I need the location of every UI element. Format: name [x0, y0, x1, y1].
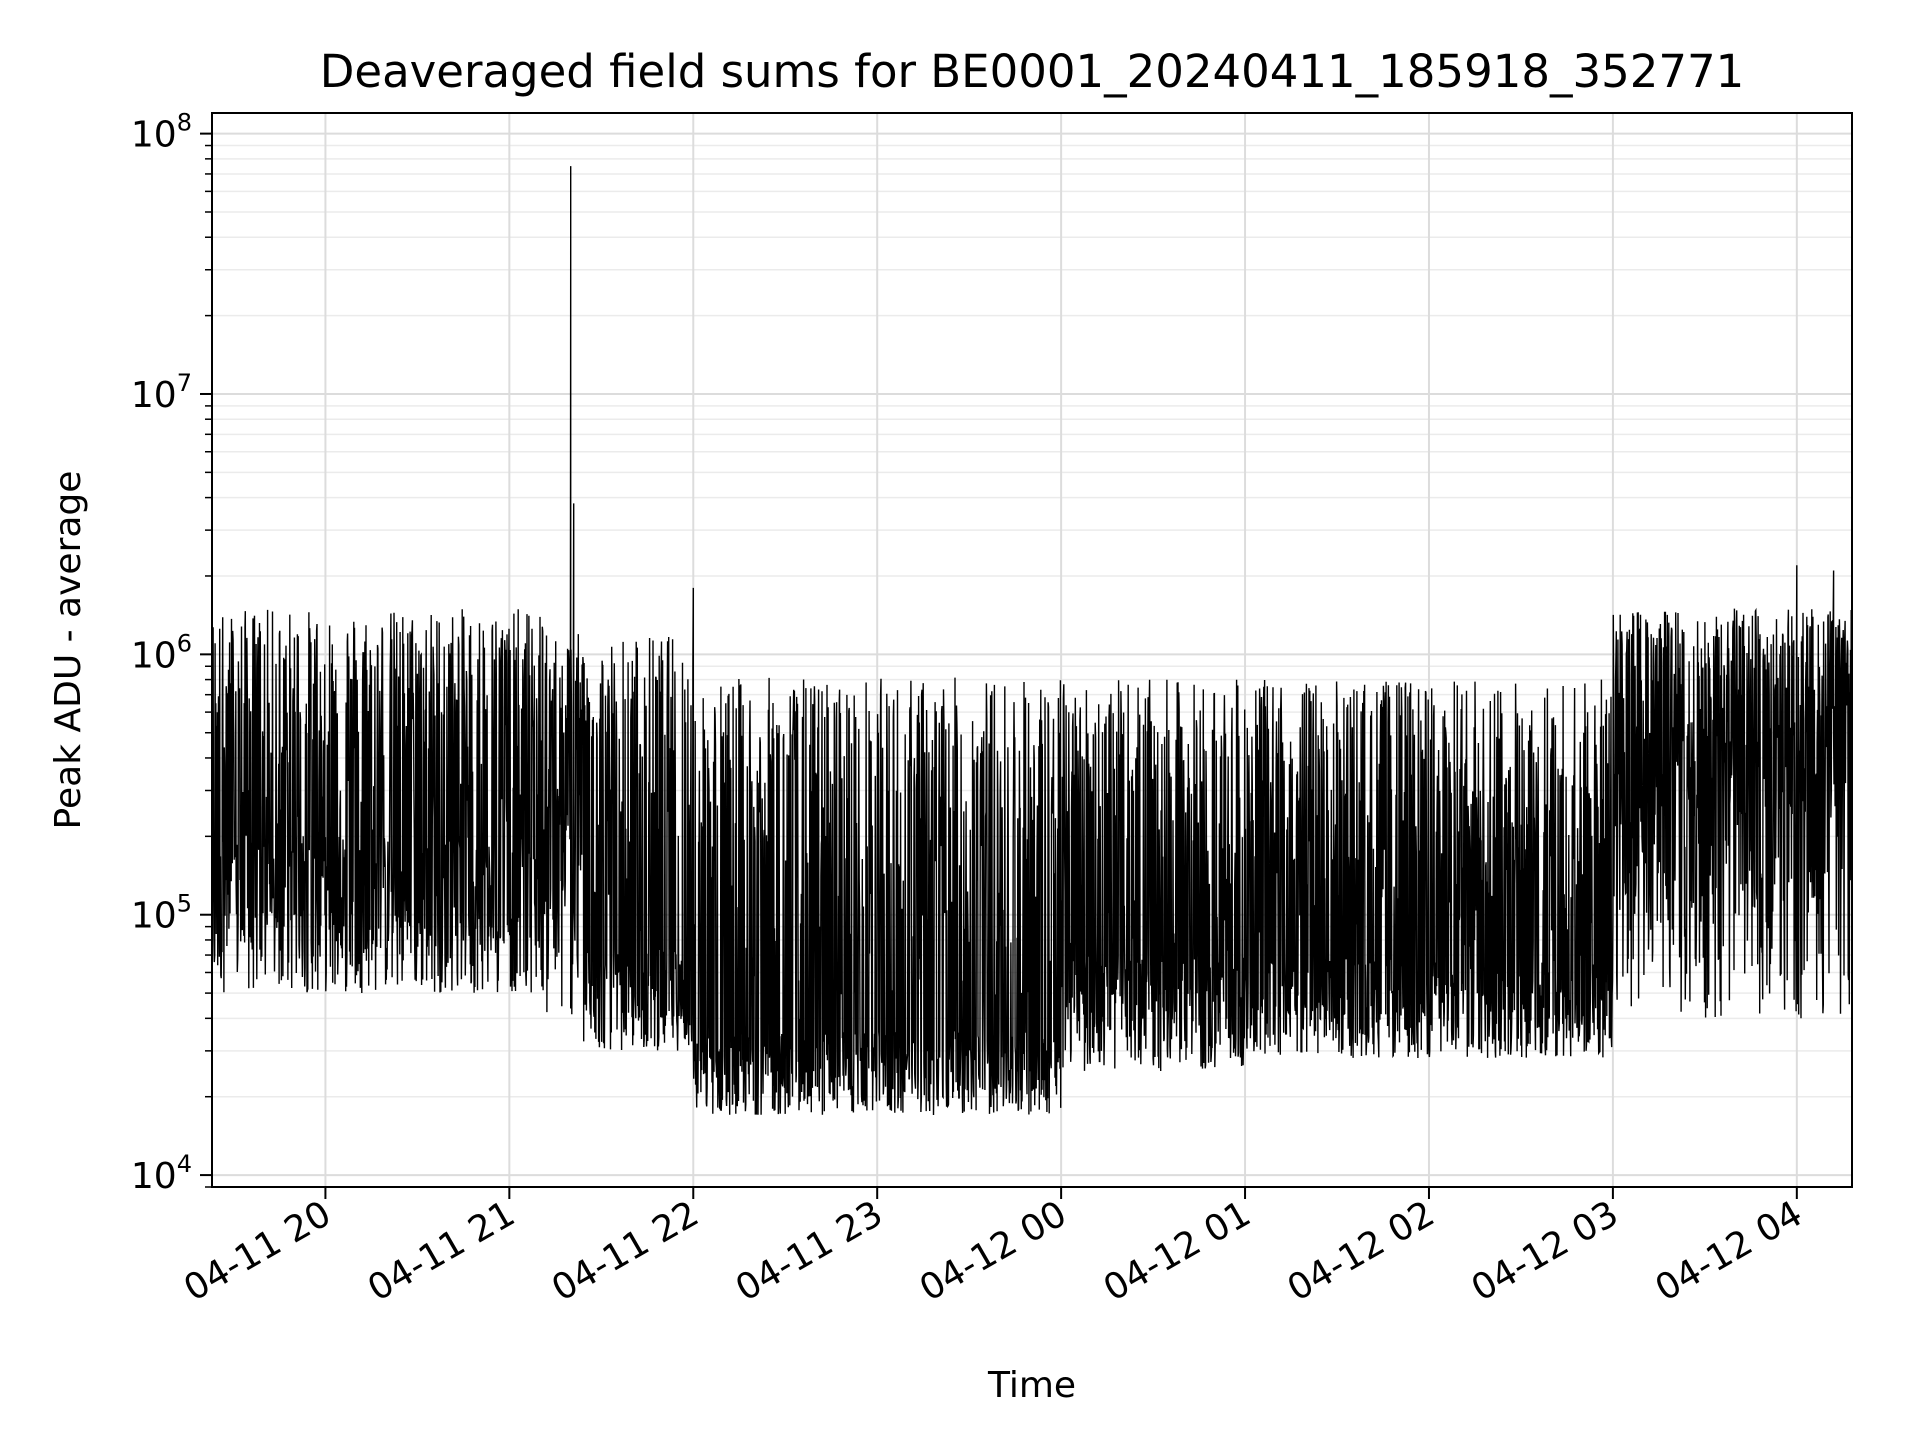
y-tick-label: 106: [131, 629, 192, 676]
y-tick-label: 105: [131, 890, 192, 937]
series-line: [211, 166, 1853, 1116]
y-axis-label: Peak ADU - average: [48, 471, 89, 830]
data-series: [211, 166, 1853, 1116]
x-axis-label: Time: [987, 1365, 1076, 1406]
x-tick-label: 04-11 22: [545, 1193, 706, 1309]
x-tick-label: 04-12 00: [913, 1193, 1074, 1309]
y-tick-label: 104: [131, 1150, 192, 1197]
x-tick-label: 04-12 04: [1649, 1193, 1810, 1309]
y-axis-ticks: 104 105 106 107 108: [131, 109, 212, 1197]
y-tick-label: 107: [131, 369, 192, 416]
x-tick-label: 04-12 03: [1465, 1193, 1626, 1309]
x-tick-label: 04-11 20: [177, 1193, 338, 1309]
x-tick-label: 04-12 02: [1281, 1193, 1442, 1309]
plot-frame: [211, 112, 1853, 1188]
x-tick-label: 04-11 21: [361, 1193, 522, 1309]
x-axis-ticks: 04-11 20 04-11 21 04-11 22 04-11 23 04-12 00…: [177, 1187, 1809, 1310]
chart-title: Deaveraged field sums for BE0001_2024041…: [320, 45, 1745, 98]
x-tick-label: 04-12 01: [1097, 1193, 1258, 1309]
y-tick-label: 108: [131, 109, 192, 156]
x-tick-label: 04-11 23: [729, 1193, 890, 1309]
